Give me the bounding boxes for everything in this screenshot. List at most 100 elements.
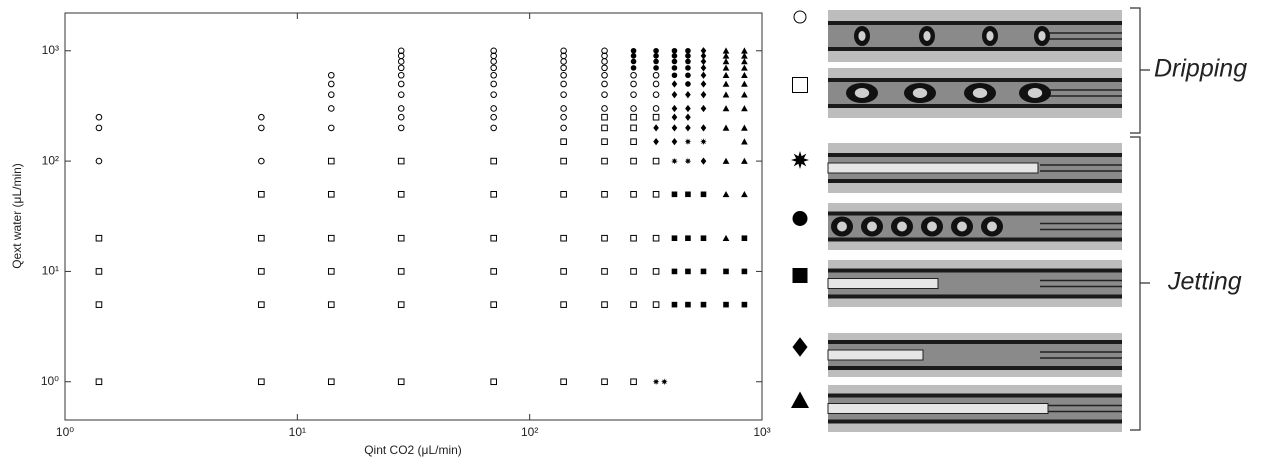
open-circle-marker: [601, 64, 608, 72]
open-circle-marker: [601, 80, 608, 88]
open-square-marker: [95, 268, 103, 275]
open-circle-marker: [397, 52, 405, 60]
triangle-marker: [741, 52, 748, 59]
open-square-marker: [652, 113, 660, 121]
open-square-marker: [601, 113, 608, 121]
open-square-marker: [630, 191, 637, 198]
filled-circle-marker: [630, 47, 637, 54]
x-tick-label: 10²: [521, 425, 538, 439]
open-square-marker: [258, 191, 265, 198]
open-square-marker: [792, 77, 808, 93]
filled-square-marker: [741, 235, 748, 242]
open-circle-marker: [630, 71, 637, 79]
open-circle-marker: [490, 80, 497, 88]
open-square-marker: [258, 268, 265, 275]
star-marker: [700, 138, 707, 146]
open-square-marker: [490, 268, 497, 275]
star-marker: [791, 151, 809, 169]
x-axis-title: Qint CO2 (μL/min): [364, 443, 462, 457]
y-tick-label: 10¹: [42, 264, 59, 278]
open-circle-marker: [601, 71, 608, 79]
diamond-marker: [653, 124, 659, 132]
open-square-marker: [630, 157, 637, 165]
channel-wall: [828, 419, 1122, 424]
droplet-core: [912, 88, 928, 98]
filled-circle-marker: [671, 47, 678, 54]
open-circle-marker: [560, 91, 567, 98]
filled-square-marker: [685, 268, 691, 275]
open-circle-marker: [397, 124, 405, 132]
open-square-marker: [327, 268, 335, 275]
channel-wall: [828, 268, 1122, 273]
star-marker: [671, 157, 678, 165]
channel-wall: [828, 78, 1122, 82]
channel-wall: [828, 366, 1122, 370]
open-square-marker: [490, 157, 497, 165]
regime-bracket: [1130, 7, 1150, 431]
filled-circle-marker: [630, 65, 637, 71]
open-square-marker: [397, 268, 405, 275]
y-tick-label: 10³: [42, 43, 59, 57]
triangle-marker: [722, 71, 730, 79]
droplet-core: [867, 221, 877, 232]
open-square-marker: [560, 268, 567, 275]
open-circle-marker: [490, 64, 497, 72]
triangle-marker: [722, 52, 730, 59]
open-square-marker: [601, 234, 608, 242]
droplet-core: [858, 31, 866, 41]
droplet-core: [957, 221, 967, 232]
diamond-marker: [700, 124, 707, 132]
open-circle-marker: [630, 105, 637, 112]
filled-circle-marker: [653, 47, 659, 54]
triangle-marker: [741, 138, 748, 145]
filled-circle-marker: [653, 65, 659, 71]
triangle-marker: [741, 64, 748, 71]
open-square-marker: [95, 378, 103, 386]
open-circle-marker: [397, 113, 405, 121]
open-circle-marker: [601, 47, 608, 55]
open-square-marker: [652, 157, 660, 165]
channel-wall: [828, 153, 1122, 157]
open-square-marker: [327, 191, 335, 198]
diamond-marker: [685, 124, 691, 132]
open-circle-marker: [601, 58, 608, 65]
triangle-marker: [722, 157, 730, 164]
droplet-core: [923, 31, 931, 41]
open-circle-marker: [95, 124, 103, 132]
open-circle-marker: [327, 91, 335, 98]
open-circle-marker: [560, 71, 567, 79]
diamond-marker: [685, 104, 691, 113]
open-square-marker: [601, 301, 608, 308]
filled-circle-marker: [685, 47, 691, 54]
open-circle-marker: [560, 64, 567, 72]
filled-circle-marker: [685, 72, 691, 79]
channel-wall: [828, 340, 1122, 344]
open-square-marker: [258, 378, 265, 386]
droplet-core: [987, 221, 997, 232]
triangle-marker: [741, 80, 748, 87]
filled-square-marker: [700, 268, 707, 275]
triangle-marker: [741, 58, 748, 65]
open-circle-marker: [327, 105, 335, 112]
open-circle-marker: [560, 47, 567, 55]
diamond-marker: [671, 138, 678, 146]
filled-circle-marker: [671, 53, 678, 59]
open-square-marker: [630, 301, 637, 308]
y-tick-label: 10²: [42, 153, 59, 167]
open-circle-marker: [490, 105, 497, 112]
open-circle-marker: [490, 52, 497, 60]
diamond-marker: [792, 337, 808, 357]
filled-square-marker: [700, 191, 707, 198]
open-square-marker: [560, 234, 567, 242]
star-marker: [684, 138, 692, 146]
open-circle-marker: [630, 80, 637, 88]
open-square-marker: [560, 301, 567, 308]
filled-circle-marker: [685, 53, 691, 59]
open-circle-marker: [95, 113, 103, 121]
filled-square-marker: [741, 301, 748, 308]
droplet-core: [927, 221, 937, 232]
channel-wall: [828, 104, 1122, 108]
open-circle-marker: [560, 80, 567, 88]
open-square-marker: [490, 301, 497, 308]
diamond-marker: [653, 138, 659, 146]
